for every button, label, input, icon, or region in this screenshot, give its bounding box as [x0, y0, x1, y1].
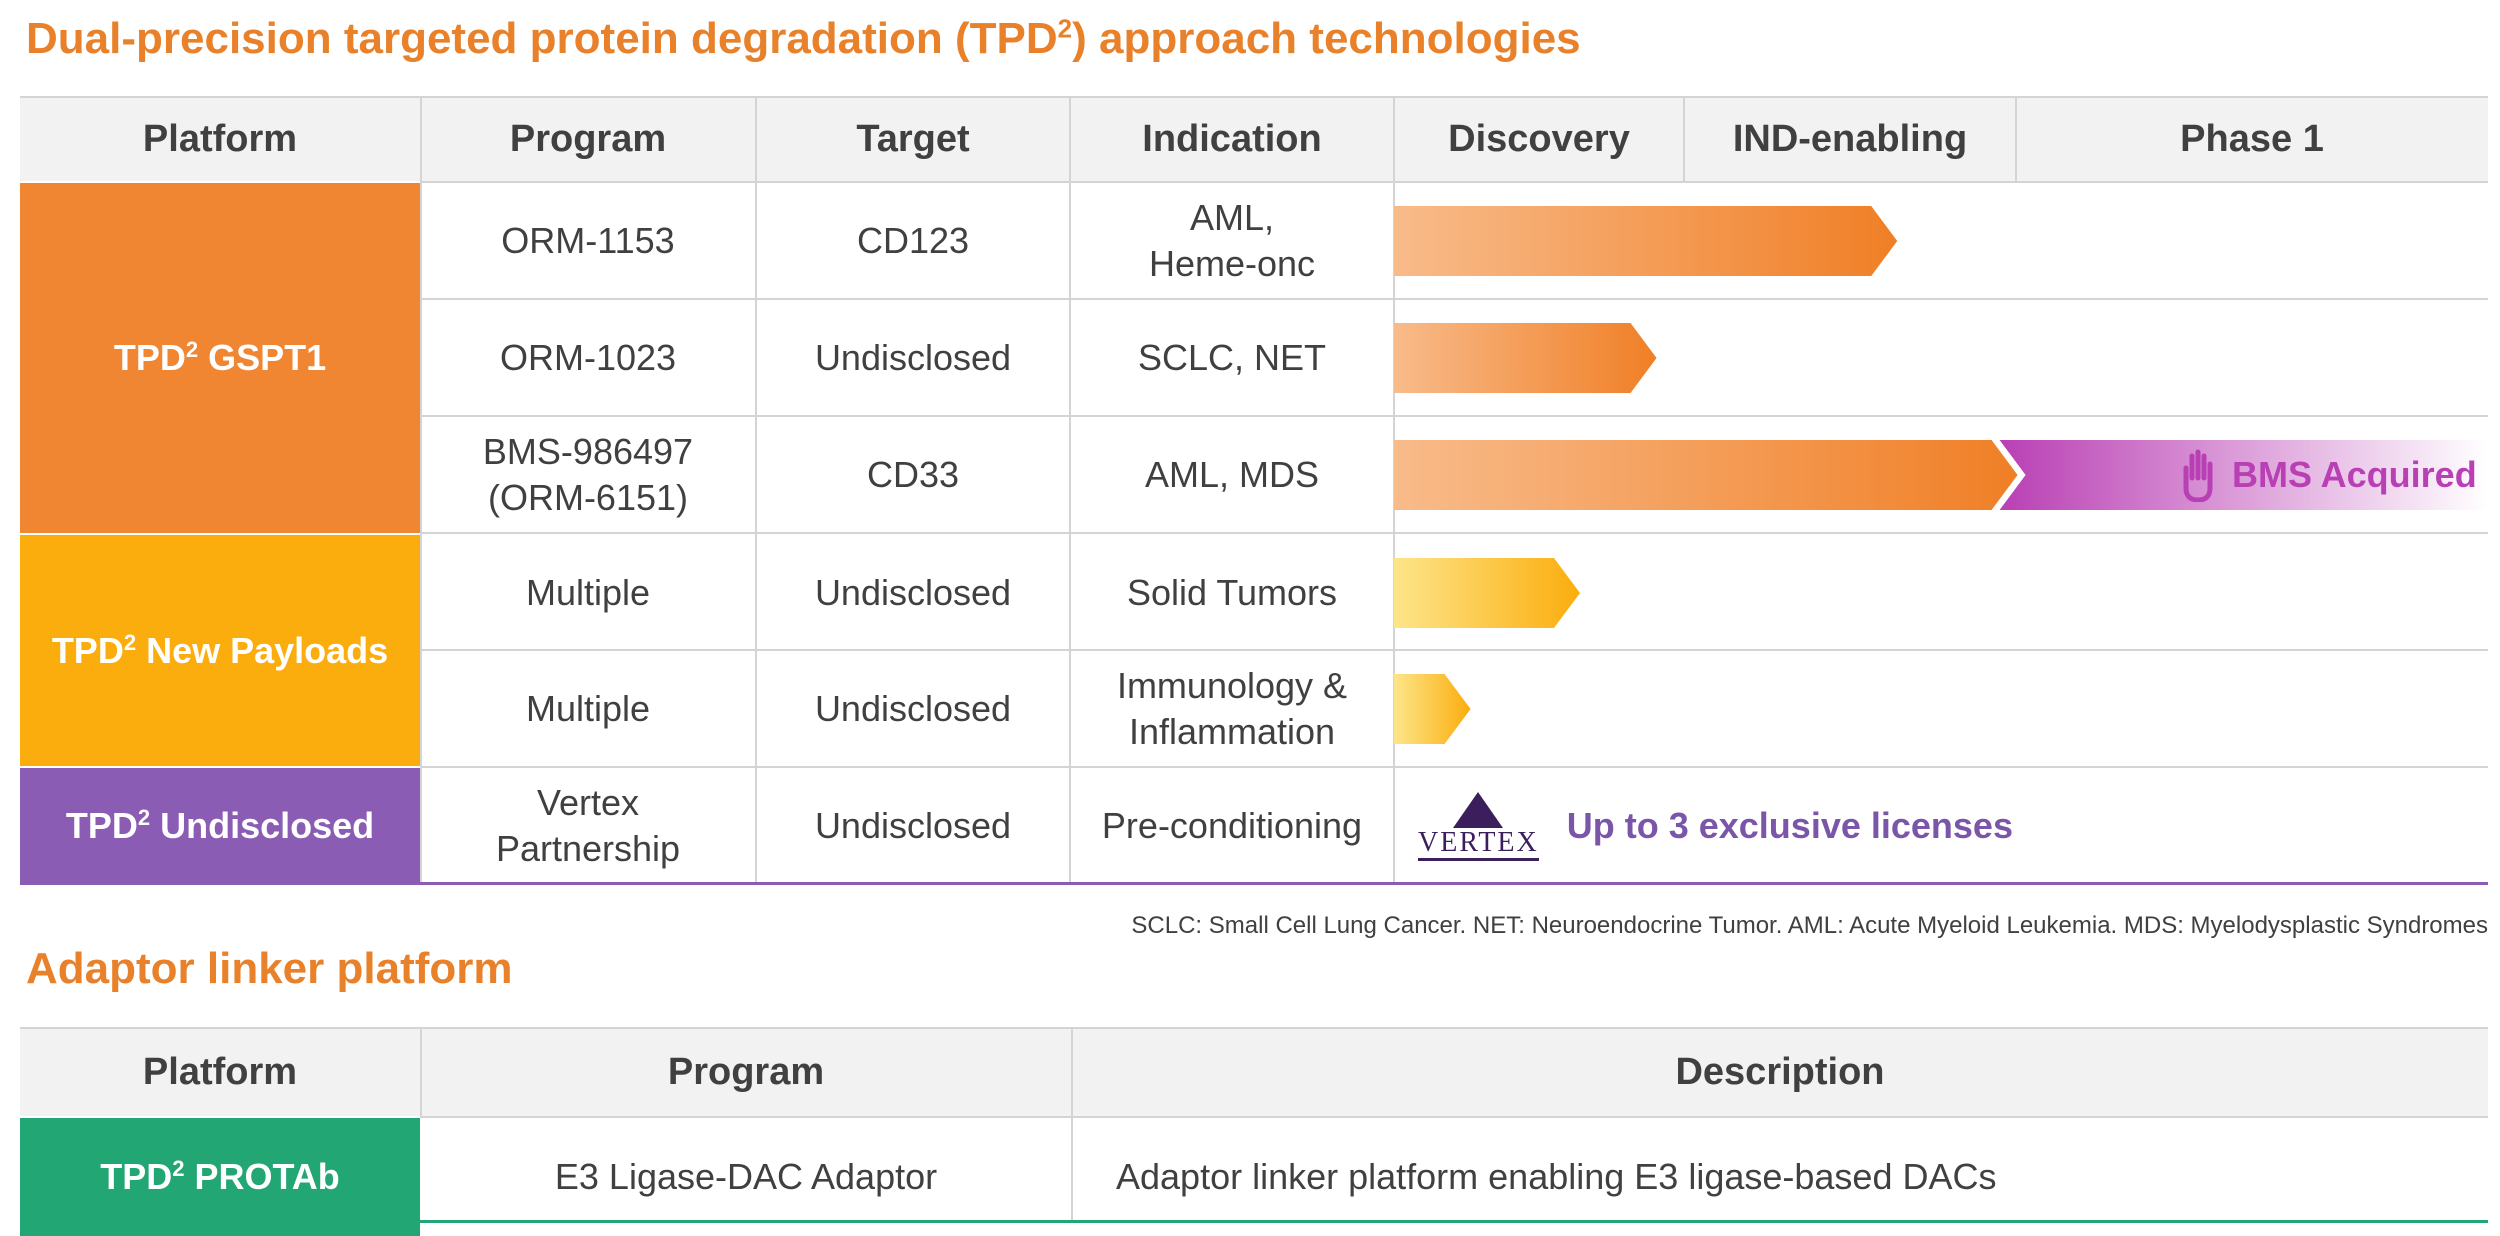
- header-program: Program: [420, 97, 756, 181]
- divider: [420, 532, 2488, 534]
- header-program: Program: [420, 1028, 1072, 1116]
- divider: [420, 1116, 2488, 1118]
- divider: [20, 96, 2488, 98]
- vertex-partnership: VERTEX Up to 3 exclusive licenses: [1418, 782, 2013, 870]
- divider: [420, 649, 2488, 651]
- indication-cell: Pre-conditioning: [1101, 804, 1363, 846]
- header-description: Description: [1072, 1028, 2488, 1116]
- vertex-triangle-icon: [1453, 791, 1504, 828]
- platform-new-payloads: TPD2 New Payloads: [20, 535, 420, 766]
- divider: [1071, 1028, 1073, 1223]
- divider: [420, 181, 2488, 183]
- program-cell: Multiple: [525, 571, 651, 613]
- description-cell: Adaptor linker platform enabling E3 liga…: [1116, 1156, 1997, 1197]
- divider: [1069, 97, 1071, 882]
- vertex-logo: VERTEX: [1418, 791, 1539, 861]
- divider: [755, 97, 757, 882]
- target-cell: CD33: [866, 454, 960, 495]
- program-cell: BMS-986497 (ORM-6151): [482, 431, 694, 518]
- divider: [420, 298, 2488, 300]
- indication-cell: SCLC, NET: [1137, 337, 1327, 378]
- bms-acquired-label: BMS Acquired: [2178, 448, 2477, 502]
- progress-arrow: [1394, 323, 1657, 393]
- program-cell: Vertex Partnership: [495, 781, 681, 869]
- header-discovery: Discovery: [1394, 97, 1684, 181]
- bottom-rule: [20, 882, 2488, 885]
- header-ind-enabling: IND-enabling: [1684, 97, 2016, 181]
- indication-cell: Solid Tumors: [1126, 571, 1338, 613]
- divider: [420, 1028, 422, 1118]
- target-cell: Undisclosed: [814, 804, 1012, 846]
- footnote: SCLC: Small Cell Lung Cancer. NET: Neuro…: [1131, 912, 2488, 939]
- progress-arrow: [1394, 558, 1580, 628]
- platform-gspt1: TPD2 GSPT1: [20, 183, 420, 533]
- program-cell: ORM-1153: [501, 220, 675, 261]
- indication-cell: AML, MDS: [1144, 454, 1320, 495]
- program-cell: Multiple: [525, 688, 651, 729]
- bottom-rule: [20, 1220, 2488, 1223]
- header-platform: Platform: [20, 97, 420, 181]
- section-title: Adaptor linker platform: [26, 944, 513, 993]
- header-target: Target: [756, 97, 1070, 181]
- header-indication: Indication: [1070, 97, 1394, 181]
- divider: [20, 1027, 2488, 1029]
- target-cell: CD123: [856, 220, 970, 261]
- target-cell: Undisclosed: [814, 337, 1012, 378]
- header-platform: Platform: [20, 1028, 420, 1116]
- progress-arrow: [1394, 440, 2018, 510]
- main-title: Dual-precision targeted protein degradat…: [26, 13, 1581, 63]
- divider: [1683, 97, 1685, 181]
- divider: [420, 415, 2488, 417]
- target-cell: Undisclosed: [814, 571, 1012, 613]
- divider: [420, 766, 2488, 768]
- header-phase1: Phase 1: [2016, 97, 2488, 181]
- divider: [420, 97, 422, 882]
- divider: [2015, 97, 2017, 181]
- indication-cell: Immunology & Inflammation: [1116, 665, 1348, 752]
- indication-cell: AML, Heme-onc: [1148, 197, 1316, 284]
- progress-arrow: [1394, 674, 1471, 744]
- divider: [1393, 97, 1395, 882]
- program-cell: ORM-1023: [499, 337, 677, 378]
- target-cell: Undisclosed: [814, 688, 1012, 729]
- platform-protab: TPD2 PROTAb: [20, 1118, 420, 1236]
- hand-icon: [2183, 449, 2213, 502]
- platform-undisclosed: TPD2 Undisclosed: [20, 768, 420, 883]
- program-cell: E3 Ligase-DAC Adaptor: [554, 1156, 938, 1197]
- progress-arrow: [1394, 206, 1898, 276]
